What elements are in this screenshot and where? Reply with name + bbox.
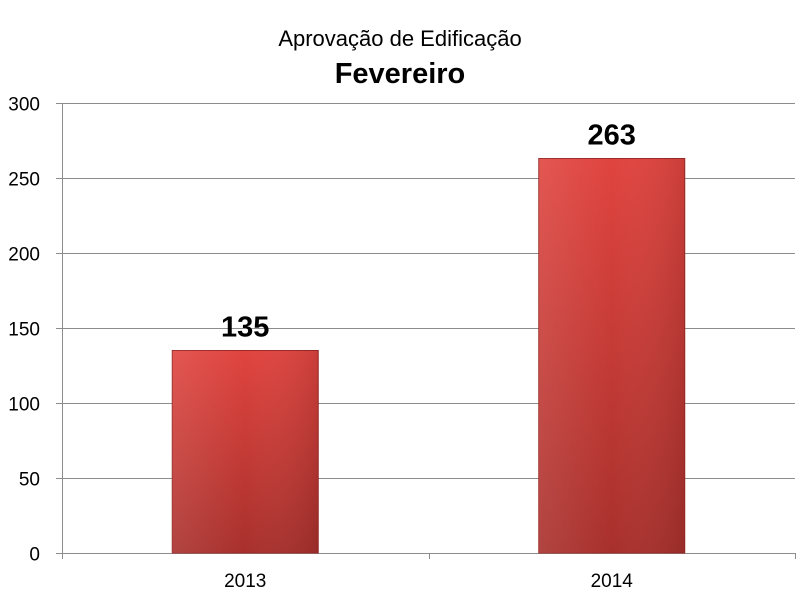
- labels: 0 50 100 150 200 250 300 135 2013 263 2014: [8, 95, 636, 593]
- y-tick-label: 300: [8, 95, 40, 116]
- x-tick-label: 2013: [224, 571, 266, 592]
- data-label: 135: [221, 312, 269, 344]
- y-tick-label: 150: [8, 320, 40, 341]
- chart-title: Aprovação de Edificação: [278, 26, 522, 51]
- y-tick-label: 0: [29, 545, 40, 566]
- bar-shading: [538, 158, 685, 553]
- y-tick-label: 250: [8, 170, 40, 191]
- bars: [171, 158, 686, 554]
- x-tick-label: 2014: [591, 571, 634, 592]
- chart-subtitle: Fevereiro: [334, 58, 466, 90]
- y-tick-label: 100: [8, 395, 40, 416]
- data-label: 263: [588, 120, 636, 152]
- y-tick-label: 50: [19, 470, 40, 491]
- y-tick-label: 200: [8, 245, 40, 266]
- bar-shading: [172, 350, 319, 553]
